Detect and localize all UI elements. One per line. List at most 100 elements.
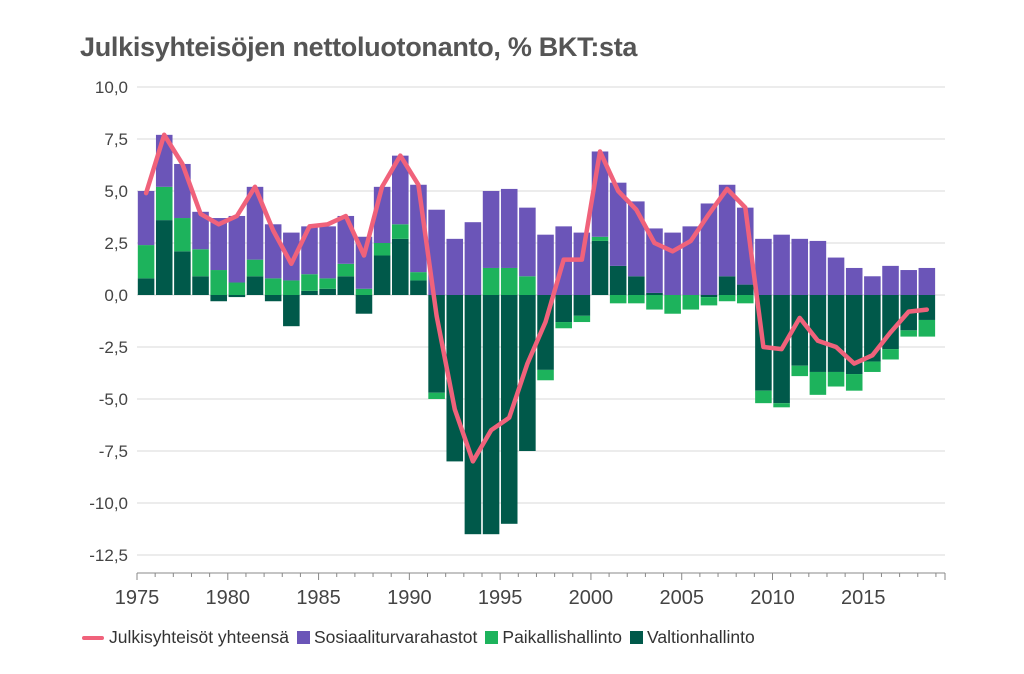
bar-central bbox=[791, 295, 809, 366]
legend-item-central: Valtionhallinto bbox=[630, 627, 755, 648]
bar-local bbox=[283, 280, 300, 295]
bar-local bbox=[355, 288, 373, 295]
bar-social bbox=[174, 163, 191, 219]
bar-social bbox=[864, 276, 881, 295]
bar-central bbox=[718, 276, 736, 295]
bar-social bbox=[845, 267, 863, 295]
bar-social bbox=[718, 184, 736, 277]
bar-local bbox=[373, 243, 391, 256]
bar-local bbox=[537, 369, 554, 381]
bar-local bbox=[628, 295, 645, 304]
bar-central bbox=[428, 295, 445, 393]
legend-swatch-central bbox=[630, 631, 644, 644]
bar-local bbox=[174, 218, 191, 252]
bar-local bbox=[809, 371, 827, 395]
bar-central bbox=[301, 290, 318, 295]
bar-social bbox=[773, 234, 790, 295]
bar-central bbox=[355, 295, 373, 314]
bar-local bbox=[519, 276, 536, 295]
bar-local bbox=[428, 392, 445, 399]
bar-central bbox=[573, 295, 591, 316]
bar-social bbox=[283, 232, 300, 281]
bar-central bbox=[809, 295, 827, 372]
bar-social bbox=[482, 191, 500, 268]
bar-central bbox=[210, 295, 227, 302]
legend: Julkisyhteisöt yhteensä Sosiaaliturvarah… bbox=[82, 627, 763, 648]
bar-local bbox=[392, 224, 409, 239]
bar-social bbox=[755, 238, 772, 295]
bar-local bbox=[827, 371, 845, 387]
bar-social bbox=[918, 267, 936, 295]
y-tick-label: -10,0 bbox=[89, 494, 128, 513]
bar-local bbox=[591, 236, 609, 241]
legend-label-local: Paikallishallinto bbox=[502, 627, 623, 647]
bar-social bbox=[137, 191, 155, 246]
bar-central bbox=[228, 295, 246, 298]
bar-local bbox=[155, 186, 173, 221]
axes: 10,0 7,5 5,0 2,5 0,0 -2,5 -5,0 -7,5 -10,0 -12,5 19… bbox=[89, 78, 946, 609]
x-tick-label: 1980 bbox=[206, 587, 251, 609]
bar-central bbox=[410, 280, 427, 295]
bar-central bbox=[646, 292, 663, 295]
bar-local bbox=[755, 390, 772, 404]
bar-local bbox=[682, 295, 700, 310]
bar-local bbox=[246, 259, 264, 277]
x-tick-label: 1990 bbox=[387, 587, 432, 609]
legend-item-total: Julkisyhteisöt yhteensä bbox=[82, 627, 289, 648]
bar-social bbox=[882, 265, 899, 295]
bar-social bbox=[609, 182, 627, 266]
bar-social bbox=[537, 234, 554, 295]
y-tick-label: 0,0 bbox=[104, 286, 128, 305]
bar-central bbox=[246, 276, 264, 295]
bar-central bbox=[373, 255, 391, 295]
bar-central bbox=[609, 265, 627, 295]
bar-social bbox=[664, 232, 681, 295]
bar-local bbox=[228, 282, 246, 295]
bar-central bbox=[192, 276, 209, 295]
bar-social bbox=[682, 226, 700, 295]
bar-local bbox=[646, 295, 663, 310]
bar-central bbox=[827, 295, 845, 372]
bar-central bbox=[392, 238, 409, 295]
bar-local bbox=[137, 245, 155, 279]
bar-local bbox=[192, 249, 209, 277]
y-tick-label: -5,0 bbox=[99, 390, 128, 409]
bar-local bbox=[609, 295, 627, 304]
bar-central bbox=[736, 284, 754, 295]
bar-local bbox=[319, 278, 336, 289]
x-tick-label: 1995 bbox=[478, 587, 523, 609]
bar-social bbox=[464, 222, 482, 295]
legend-item-local: Paikallishallinto bbox=[485, 627, 622, 648]
x-tick-label: 1975 bbox=[115, 587, 160, 609]
bar-social bbox=[500, 188, 518, 268]
bar-central bbox=[519, 295, 536, 451]
y-tick-label: -2,5 bbox=[99, 338, 128, 357]
bar-local bbox=[301, 274, 318, 291]
bar-local bbox=[736, 295, 754, 304]
bar-social bbox=[228, 215, 246, 283]
bar-social bbox=[573, 232, 591, 295]
bar-central bbox=[555, 295, 572, 323]
legend-swatch-local bbox=[485, 631, 499, 644]
bar-local bbox=[264, 278, 282, 295]
bar-local bbox=[482, 267, 500, 295]
bar-local bbox=[791, 365, 809, 377]
x-tick-label: 2010 bbox=[750, 587, 795, 609]
bar-central bbox=[264, 295, 282, 302]
bar-central bbox=[337, 276, 355, 295]
bar-central bbox=[700, 295, 718, 298]
y-tick-label: 5,0 bbox=[104, 182, 128, 201]
bar-social bbox=[700, 203, 718, 295]
bar-local bbox=[210, 270, 227, 295]
bar-local bbox=[845, 374, 863, 391]
bar-local bbox=[773, 403, 790, 408]
legend-label-total: Julkisyhteisöt yhteensä bbox=[109, 627, 289, 647]
x-tick-label: 1985 bbox=[296, 587, 341, 609]
bar-social bbox=[791, 238, 809, 295]
legend-item-social: Sosiaaliturvarahastot bbox=[296, 627, 477, 648]
bar-central bbox=[319, 288, 336, 295]
bar-social bbox=[900, 270, 917, 295]
bar-local bbox=[555, 322, 572, 329]
bar-central bbox=[864, 295, 881, 362]
bar-local bbox=[864, 361, 881, 372]
